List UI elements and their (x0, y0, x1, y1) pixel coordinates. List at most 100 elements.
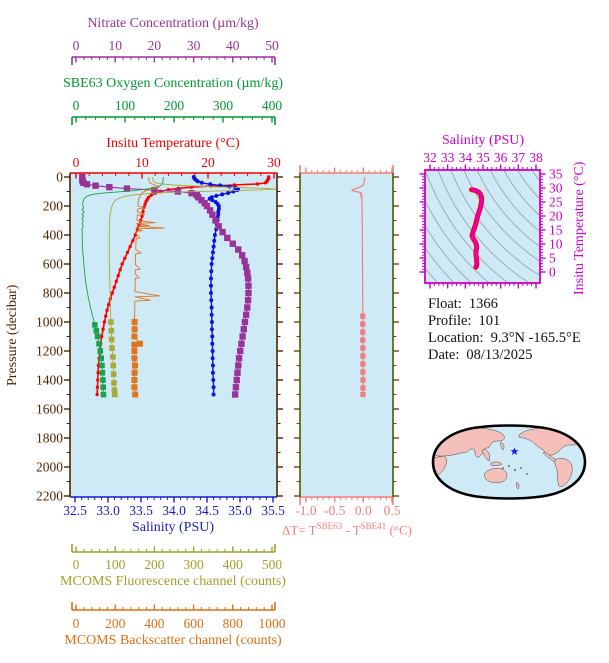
svg-text:0: 0 (73, 98, 80, 113)
backscatter-axis: 0 200 400 600 800 1000 (71, 602, 286, 631)
svg-text:30: 30 (187, 38, 201, 53)
delta-t-label-mid: - T (342, 522, 361, 538)
svg-text:100: 100 (105, 557, 126, 572)
world-map (431, 424, 587, 500)
svg-text:1000: 1000 (36, 315, 63, 330)
svg-text:600: 600 (183, 616, 204, 631)
svg-text:400: 400 (43, 228, 64, 243)
svg-text:35.5: 35.5 (261, 503, 285, 518)
svg-text:0.0: 0.0 (355, 503, 372, 518)
svg-text:0.5: 0.5 (384, 503, 401, 518)
float-info-row: Profile: 101 (428, 313, 581, 330)
svg-text:0: 0 (56, 170, 63, 185)
nitrate-axis: 0 10 20 30 40 50 (71, 38, 279, 65)
svg-text:37: 37 (512, 150, 526, 165)
delta-t-label-pre: ΔT= T (282, 522, 317, 538)
svg-text:200: 200 (43, 199, 64, 214)
svg-text:400: 400 (262, 98, 283, 113)
map-greenland (558, 425, 575, 433)
ts-salinity-axis-title: Salinity (PSU) (441, 133, 525, 148)
svg-text:600: 600 (43, 257, 64, 272)
svg-text:10: 10 (135, 155, 149, 170)
map-new-guinea (490, 461, 503, 466)
svg-text:1400: 1400 (36, 373, 63, 388)
svg-text:20: 20 (201, 155, 215, 170)
delta-t-series (351, 177, 366, 398)
profile-value: 101 (478, 313, 501, 329)
svg-text:2200: 2200 (36, 489, 63, 504)
profile-label: Profile: (428, 313, 472, 329)
svg-text:50: 50 (265, 38, 279, 53)
float-label: Float: (428, 296, 462, 312)
date-value: 08/13/2025 (466, 347, 533, 363)
location-value: 9.3°N -165.5°E (490, 330, 581, 346)
svg-text:15: 15 (549, 223, 563, 238)
svg-text:0: 0 (73, 38, 80, 53)
svg-text:200: 200 (164, 98, 185, 113)
map-island (526, 473, 528, 475)
salinity-axis: 32.5 33.0 33.5 34.0 34.5 35.0 35.5 (63, 496, 285, 518)
delta-t-bottom-axis: -1.0 -0.5 0.0 0.5 (295, 496, 401, 518)
svg-text:34.0: 34.0 (162, 503, 186, 518)
float-info-block: Float: 1366 Profile: 101 Location: 9.3°N -1… (428, 296, 581, 364)
svg-text:800: 800 (223, 616, 244, 631)
svg-text:32: 32 (423, 150, 437, 165)
svg-text:20: 20 (549, 209, 563, 224)
svg-text:300: 300 (183, 557, 204, 572)
main-series-mcoms_backscatter (131, 177, 165, 398)
svg-text:1000: 1000 (259, 616, 286, 631)
svg-text:1200: 1200 (36, 344, 63, 359)
map-south-america (554, 458, 573, 487)
svg-text:-1.0: -1.0 (295, 503, 317, 518)
map-se-asia (481, 448, 491, 462)
svg-text:35.0: 35.0 (228, 503, 252, 518)
fluorescence-axis: 0 100 200 300 400 500 (71, 544, 282, 572)
svg-text:100: 100 (115, 98, 136, 113)
svg-text:35: 35 (476, 150, 490, 165)
svg-text:33.5: 33.5 (129, 503, 153, 518)
pressure-axis-title: Pressure (decibar) (5, 284, 20, 386)
float-value: 1366 (468, 296, 498, 312)
pressure-axis-left: 0 200 400 600 800 1000 1200 1400 1600 1800 2000 220… (36, 170, 71, 504)
backscatter-axis-title: MCOMS Backscatter channel (counts) (64, 633, 282, 648)
float-location-star (510, 447, 519, 455)
svg-text:25: 25 (549, 195, 563, 210)
ts-plot-background (425, 170, 540, 283)
float-info-row: Date: 08/13/2025 (428, 347, 581, 364)
ts-curve (469, 187, 485, 270)
svg-text:400: 400 (223, 557, 244, 572)
fluorescence-axis-title: MCOMS Fluorescence channel (counts) (60, 574, 286, 589)
delta-t-top-axis (299, 165, 394, 174)
main-series-mcoms_fluorescence (108, 177, 277, 398)
map-island (520, 467, 522, 469)
svg-text:1600: 1600 (36, 402, 63, 417)
svg-text:30: 30 (267, 155, 281, 170)
pressure-axis-right (276, 173, 283, 497)
location-label: Location: (428, 330, 484, 346)
svg-text:-0.5: -0.5 (324, 503, 346, 518)
svg-text:10: 10 (549, 237, 563, 252)
map-island (502, 467, 504, 469)
delta-t-pressure-axes (294, 173, 399, 497)
map-new-zealand (516, 481, 520, 490)
svg-text:0: 0 (549, 265, 556, 280)
svg-text:30: 30 (549, 181, 563, 196)
svg-text:0: 0 (73, 616, 80, 631)
svg-text:34.5: 34.5 (195, 503, 219, 518)
delta-t-label-post: (°C) (386, 522, 412, 538)
delta-t-label-sup1: SBE63 (316, 521, 343, 531)
date-label: Date: (428, 347, 460, 363)
svg-text:33.0: 33.0 (96, 503, 120, 518)
nitrate-axis-title: Nitrate Concentration (µm/kg) (87, 16, 259, 31)
svg-text:36: 36 (494, 150, 508, 165)
main-series-sbe63_oxygen (81, 177, 164, 398)
svg-text:800: 800 (43, 286, 64, 301)
svg-text:400: 400 (144, 616, 165, 631)
svg-text:10: 10 (108, 38, 122, 53)
svg-text:2000: 2000 (36, 460, 63, 475)
ts-temperature-axis-title: Insitu Temperature (°C) (572, 161, 587, 295)
svg-text:40: 40 (226, 38, 240, 53)
